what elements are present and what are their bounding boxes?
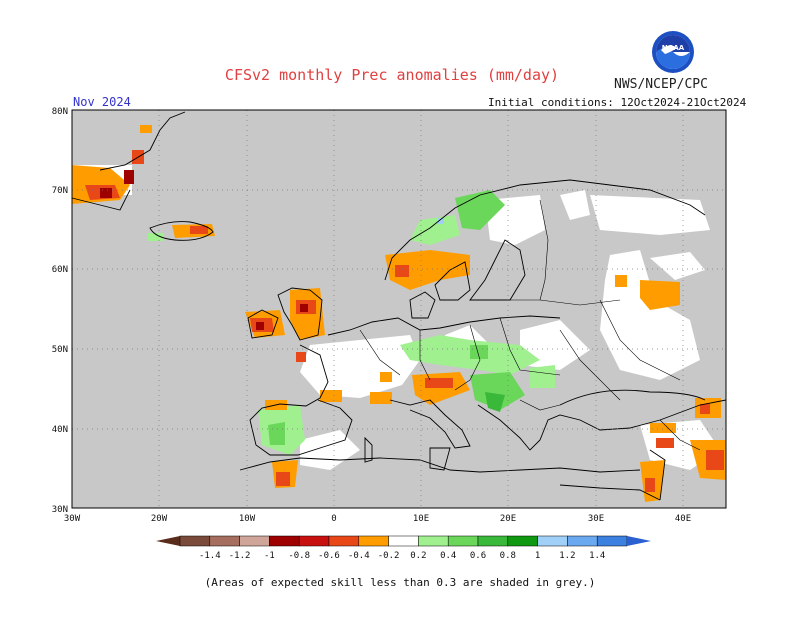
wet-anomaly-regions <box>148 190 555 455</box>
colorbar-label: 0.6 <box>470 551 486 561</box>
colorbar-swatch <box>596 535 628 547</box>
colorbar-swatch <box>447 535 479 547</box>
colorbar-label: -1.2 <box>229 551 251 561</box>
colorbar-label: 1.2 <box>559 551 575 561</box>
colorbar-label: -1 <box>264 551 275 561</box>
chart-title: CFSv2 monthly Prec anomalies (mm/day) <box>0 66 800 84</box>
country-borders <box>359 199 701 451</box>
colorbar-label: 0.8 <box>500 551 516 561</box>
colorbar-label: -0.2 <box>378 551 400 561</box>
coastlines <box>71 111 727 501</box>
map-panel: 30N 40N 50N 60N 70N 80N 30W 20W 10W 0 10… <box>52 107 727 524</box>
colorbar-label: -0.6 <box>318 551 340 561</box>
colorbar-swatch <box>567 535 598 547</box>
lon-label: 40E <box>675 514 691 524</box>
colorbar: -1.4 -1.2 -1 -0.8 -0.6 -0.4 -0.2 0.2 0.4 0.6 0.8 1 1… <box>156 535 651 561</box>
colorbar-swatch <box>179 535 211 547</box>
colorbar-label: 0.2 <box>410 551 426 561</box>
colorbar-swatch <box>328 535 360 547</box>
initial-conditions: Initial conditions: 12Oct2024-21Oct2024 <box>488 96 747 109</box>
colorbar-label: -0.8 <box>288 551 310 561</box>
forecast-month: Nov 2024 <box>73 95 131 109</box>
agency-label: NWS/NCEP/CPC <box>614 77 708 92</box>
lat-label: 50N <box>52 345 68 355</box>
colorbar-swatch <box>477 535 509 547</box>
lat-label: 60N <box>52 265 68 275</box>
colorbar-label: -0.4 <box>348 551 370 561</box>
lon-label: 30W <box>64 514 81 524</box>
lat-label: 40N <box>52 425 68 435</box>
colorbar-label: -1.4 <box>199 551 221 561</box>
latitude-labels: 30N 40N 50N 60N 70N 80N <box>52 107 68 515</box>
colorbar-swatch <box>507 535 538 547</box>
lon-label: 10E <box>413 514 429 524</box>
colorbar-swatch <box>239 535 270 547</box>
longitude-labels: 30W 20W 10W 0 10E 20E 30E 40E <box>64 514 691 524</box>
colorbar-arrow-left <box>156 536 180 546</box>
colorbar-swatch <box>298 535 330 547</box>
colorbar-swatch <box>388 535 419 547</box>
lon-label: 20W <box>151 514 168 524</box>
colorbar-arrow-right <box>627 536 651 546</box>
footnote: (Areas of expected skill less than 0.3 a… <box>204 576 596 589</box>
colorbar-label: 1 <box>535 551 540 561</box>
lat-label: 80N <box>52 107 68 117</box>
noaa-logo: NOAA <box>652 31 694 73</box>
chart-title-text: CFSv2 monthly Prec anomalies (mm/day) <box>224 66 560 84</box>
colorbar-swatch <box>209 535 240 547</box>
logo-text: NOAA <box>662 44 685 52</box>
very-wet-regions <box>438 218 444 224</box>
lat-label: 30N <box>52 505 68 515</box>
colorbar-swatch <box>418 535 449 547</box>
map-frame <box>71 109 727 509</box>
colorbar-swatch <box>269 535 300 547</box>
lon-label: 20E <box>500 514 516 524</box>
lat-label: 70N <box>52 186 68 196</box>
colorbar-swatch <box>537 535 568 547</box>
colorbar-label: 1.4 <box>589 551 605 561</box>
lon-label: 0 <box>331 514 336 524</box>
lon-label: 10W <box>239 514 256 524</box>
lon-label: 30E <box>588 514 604 524</box>
colorbar-label: 0.4 <box>440 551 456 561</box>
colorbar-swatch <box>358 535 389 547</box>
lat-lon-grid <box>72 110 726 508</box>
